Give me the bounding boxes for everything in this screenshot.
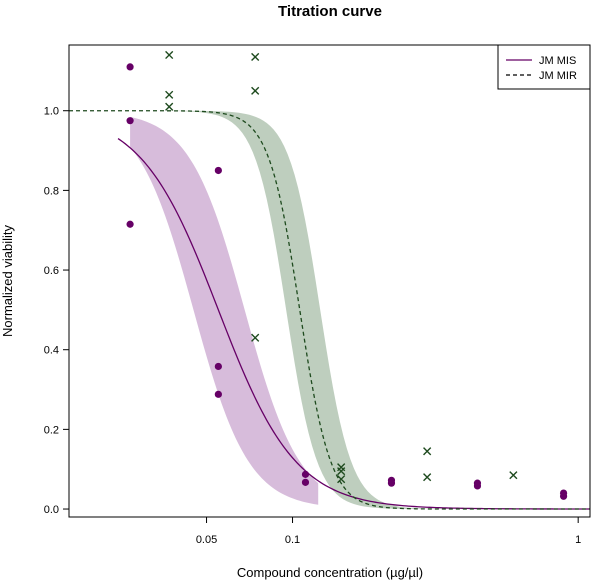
jm-mis-point	[214, 362, 222, 371]
data-points	[126, 50, 568, 500]
jm-mir-point	[251, 86, 260, 95]
x-tick-label: 0.1	[285, 534, 300, 546]
jm-mis-point	[301, 470, 310, 478]
legend: JM MIS JM MIR	[497, 44, 591, 90]
x-tick-label: 0.05	[196, 534, 217, 546]
y-tick-label: 0.0	[44, 504, 59, 516]
jm-mir-point	[251, 333, 260, 342]
jm-mis-point	[387, 479, 396, 487]
jm-mir-point	[165, 50, 174, 60]
jm-mis-point	[126, 220, 134, 228]
y-tick-label: 0.2	[44, 424, 59, 436]
jm-mir-point	[337, 467, 346, 476]
y-axis-ticks: 0.0 0.2 0.4 0.6 0.8 1.0	[44, 106, 69, 516]
jm-mir-point	[165, 90, 174, 99]
legend-label: JM MIS	[539, 55, 576, 67]
jm-mir-point	[251, 52, 260, 62]
jm-mir-confidence-band	[169, 110, 448, 510]
chart-title: Titration curve	[278, 3, 382, 20]
jm-mis-point	[214, 390, 222, 398]
jm-mir-fitted-curve	[69, 110, 590, 510]
x-tick-label: 1	[575, 534, 581, 546]
jm-mir-point	[423, 447, 432, 456]
jm-mis-point	[473, 482, 482, 490]
legend-label: JM MIR	[539, 70, 577, 82]
legend-box	[497, 44, 591, 90]
plot-frame	[68, 44, 591, 518]
y-tick-label: 1.0	[44, 106, 59, 118]
fitted-curves	[69, 110, 591, 510]
jm-mir-point	[165, 102, 174, 111]
jm-mir-point	[509, 471, 518, 480]
x-axis-label: Compound concentration (µg/µl)	[237, 565, 423, 580]
jm-mir-point	[423, 473, 432, 482]
jm-mis-point	[559, 492, 568, 500]
y-axis-label: Normalized viability	[0, 225, 15, 337]
y-tick-label: 0.8	[44, 185, 59, 197]
jm-mis-point	[214, 166, 222, 175]
y-tick-label: 0.4	[44, 345, 59, 357]
x-axis-ticks: 0.05 0.1 1	[196, 517, 581, 546]
jm-mis-point	[126, 117, 134, 125]
jm-mis-point	[126, 63, 134, 71]
jm-mis-point	[301, 478, 310, 486]
confidence-bands	[130, 110, 448, 510]
jm-mir-point	[337, 475, 346, 484]
y-tick-label: 0.6	[44, 265, 59, 277]
